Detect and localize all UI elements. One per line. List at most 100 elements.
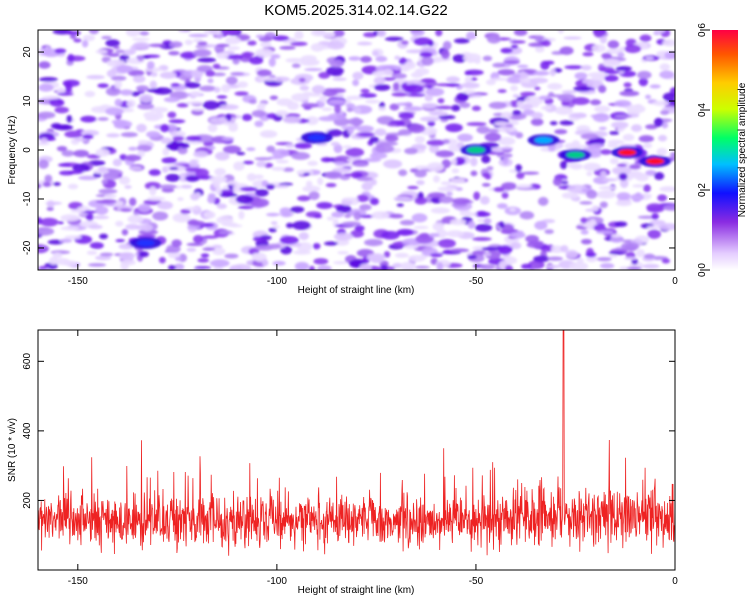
heatmap-cell [89, 242, 104, 249]
heatmap-cell [504, 264, 513, 270]
heatmap-cell [224, 253, 239, 259]
heatmap-cell [619, 179, 629, 189]
heatmap-cell [246, 260, 254, 264]
heatmap-cell [302, 185, 321, 193]
heatmap-cell [647, 229, 661, 239]
heatmap-cell [496, 203, 508, 209]
heatmap-cell [534, 220, 548, 230]
heatmap-cell [70, 209, 86, 213]
heatmap-cell [511, 40, 526, 44]
heatmap-cell [609, 131, 620, 135]
heatmap-cell [498, 221, 505, 229]
heatmap-cell [635, 249, 646, 258]
heatmap-cell [145, 116, 160, 122]
heatmap-cell [346, 107, 354, 113]
heatmap-cell [247, 40, 257, 46]
heatmap-cell [586, 171, 593, 177]
heatmap-cell [484, 175, 492, 180]
heatmap-cell [44, 174, 53, 183]
heatmap-cell [161, 166, 169, 173]
heatmap-cell [622, 133, 635, 142]
heatmap-cell [64, 130, 84, 138]
heatmap-cell [141, 223, 153, 232]
heatmap-cell [493, 187, 505, 192]
heatmap-cell [137, 55, 144, 62]
heatmap-cell [391, 73, 407, 79]
heatmap-cell [222, 145, 242, 154]
heatmap-cell [138, 251, 150, 258]
heatmap-cell [274, 184, 290, 189]
heatmap-cell [381, 230, 400, 240]
heatmap-cell [531, 111, 544, 119]
heatmap-cell [454, 156, 466, 165]
heatmap-cell [593, 30, 606, 38]
heatmap-cell [635, 173, 649, 182]
heatmap-cell [184, 39, 193, 46]
heatmap-cell [225, 76, 238, 85]
heatmap-cell [473, 191, 481, 201]
heatmap-cell [652, 100, 670, 106]
colorbar-tick-label: 0.2 [697, 183, 708, 197]
heatmap-cell [107, 52, 120, 57]
heatmap-cell [346, 158, 355, 162]
heatmap-cell [377, 30, 387, 38]
heatmap-cell [645, 56, 654, 60]
heatmap-cell [611, 166, 632, 175]
heatmap-cell [175, 256, 182, 261]
y-tick-label: 200 [22, 492, 33, 509]
heatmap-cell [533, 70, 550, 76]
heatmap-cell [538, 95, 551, 100]
heatmap-cell [467, 254, 478, 260]
heatmap-cell [63, 260, 77, 267]
heatmap-cell [207, 123, 218, 133]
heatmap-cell [614, 221, 628, 227]
heatmap-cell [323, 241, 338, 246]
heatmap-cell [585, 252, 597, 258]
colorbar-label: Normalized spectral amplitude [737, 82, 748, 217]
heatmap-cell [115, 49, 125, 54]
heatmap-cell [350, 229, 365, 238]
heatmap-cell [348, 56, 361, 61]
heatmap-cell [112, 158, 123, 167]
heatmap-cell [205, 70, 216, 77]
heatmap-cell [591, 44, 606, 53]
heatmap-cell [212, 247, 226, 256]
heatmap-cell [188, 33, 209, 38]
heatmap-cell [124, 185, 132, 189]
heatmap-cell [305, 180, 313, 188]
heatmap-cell [236, 151, 246, 156]
heatmap-cell [528, 240, 544, 245]
heatmap-cell [254, 120, 264, 127]
heatmap-cell [280, 245, 293, 255]
heatmap-cell [602, 58, 621, 68]
heatmap-cell [571, 192, 579, 199]
heatmap-cell [440, 181, 451, 186]
heatmap-cell [600, 149, 612, 155]
heatmap-cell [192, 49, 212, 58]
heatmap-cell [254, 157, 273, 161]
heatmap-cell [101, 179, 108, 185]
heatmap-cell [95, 206, 109, 215]
heatmap-cell [336, 205, 352, 214]
heatmap-cell [510, 242, 522, 250]
heatmap-cell [433, 175, 440, 183]
heatmap-cell [582, 78, 595, 85]
snr-y-label: SNR (10 * v/v) [7, 418, 18, 482]
heatmap-cell [82, 34, 96, 42]
heatmap-cell [346, 118, 364, 125]
y-tick-label: -20 [22, 240, 33, 255]
heatmap-cell [502, 156, 509, 165]
heatmap-cell [540, 105, 552, 111]
heatmap-cell [352, 79, 360, 87]
heatmap-cell [139, 31, 150, 36]
heatmap-cell [646, 203, 663, 212]
heatmap-cell [203, 211, 216, 219]
heatmap-cell [105, 107, 124, 116]
colorbar-tick-label: 0.4 [697, 103, 708, 117]
heatmap-cell [254, 245, 274, 251]
heatmap-cell [638, 135, 654, 143]
heatmap-cell [465, 31, 477, 40]
heatmap-cell [299, 85, 310, 91]
heatmap-cell [270, 221, 278, 225]
heatmap-cell [152, 211, 169, 221]
